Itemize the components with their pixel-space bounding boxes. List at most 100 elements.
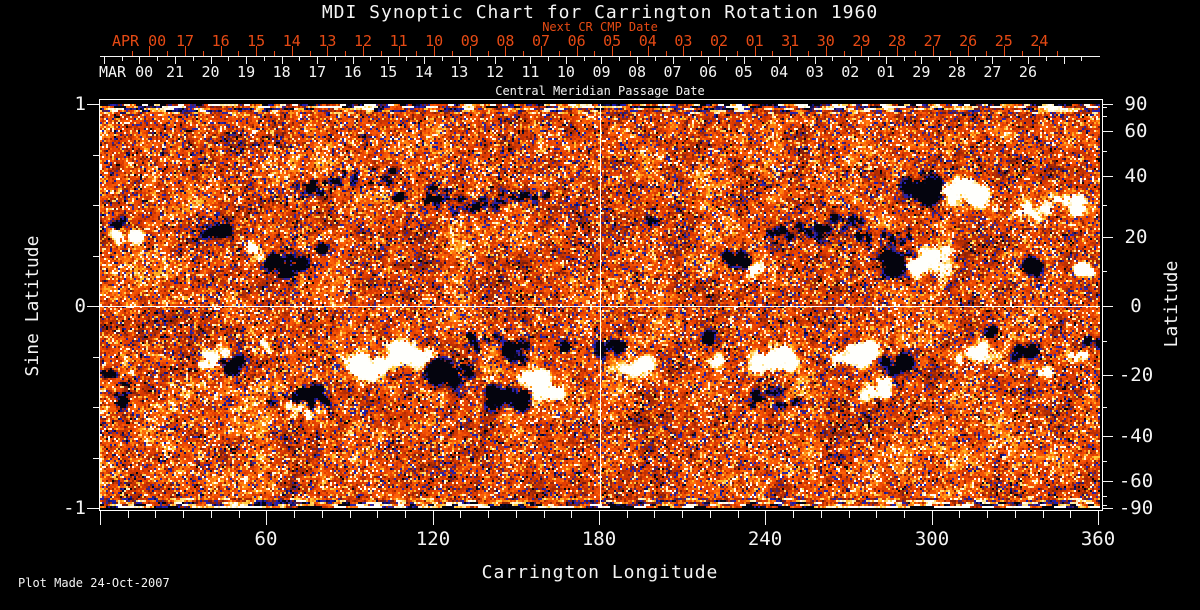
cmp-day-label: 10 (556, 63, 575, 81)
cmp-tick (796, 57, 798, 61)
next-cr-day-label: 06 (567, 32, 586, 50)
latitude-tick-label: 40 (1124, 165, 1148, 187)
next-cr-tick (149, 46, 151, 56)
latitude-tick (1102, 375, 1113, 376)
longitude-tick-label: 120 (415, 528, 451, 550)
sine-latitude-tick (93, 407, 99, 408)
cmp-tick (121, 57, 123, 61)
latitude-tick (1102, 461, 1107, 462)
cmp-tick (992, 57, 994, 64)
cmp-day-label: 21 (165, 63, 185, 81)
next-cr-tick (861, 46, 863, 56)
next-cr-day-label: 16 (211, 32, 230, 50)
latitude-tick (1102, 205, 1107, 206)
cmp-tick (1027, 57, 1029, 64)
latitude-tick (1102, 104, 1113, 105)
next-cr-tick (754, 46, 756, 56)
longitude-tick-label: 240 (747, 528, 783, 550)
longitude-tick (1098, 511, 1099, 525)
cmp-day-label: 03 (805, 63, 824, 81)
longitude-tick (627, 511, 628, 518)
next-cr-day-label: 03 (674, 32, 693, 50)
next-cr-day-label: 29 (852, 32, 871, 50)
cmp-day-label: 29 (912, 63, 931, 81)
next-cr-axis-title: Next CR CMP Date (542, 20, 658, 34)
latitude-tick (1102, 271, 1107, 272)
longitude-tick (516, 511, 517, 518)
next-cr-tick (291, 46, 293, 56)
latitude-tick (1102, 436, 1113, 437)
longitude-tick (571, 511, 572, 518)
next-cr-tick (131, 51, 133, 56)
next-cr-tick (505, 46, 507, 56)
sine-latitude-tick (87, 104, 99, 105)
next-cr-tick (541, 46, 542, 56)
cmp-day-label: 02 (841, 63, 860, 81)
longitude-tick (294, 511, 295, 518)
next-cr-day-label: 13 (318, 32, 337, 50)
cmp-day-label: 19 (237, 63, 256, 81)
next-cr-tick (274, 51, 275, 56)
magnetogram-image (100, 104, 1100, 508)
cmp-day-label: 06 (699, 63, 718, 81)
cmp-tick (459, 57, 461, 64)
next-cr-tick (256, 46, 258, 56)
next-cr-tick (665, 51, 667, 56)
longitude-tick (1070, 511, 1071, 518)
cmp-tick (583, 57, 585, 61)
cmp-tick (370, 57, 372, 61)
sine-latitude-axis-title: Sine Latitude (22, 235, 43, 377)
longitude-tick (405, 511, 406, 518)
next-cr-tick (914, 51, 916, 56)
cmp-tick (494, 57, 496, 64)
next-cr-day-label: 01 (745, 32, 764, 50)
longitude-tick-label: 360 (1080, 528, 1116, 550)
cmp-tick (548, 57, 550, 61)
cmp-tick (921, 57, 923, 64)
cmp-tick (654, 57, 656, 61)
longitude-tick (183, 511, 184, 518)
longitude-tick (738, 511, 739, 518)
longitude-tick (849, 511, 850, 518)
longitude-tick (1043, 511, 1044, 518)
cmp-tick (974, 57, 976, 61)
next-cr-tick (576, 46, 578, 56)
longitude-tick (904, 511, 905, 518)
latitude-tick-label: 20 (1124, 226, 1148, 248)
sine-latitude-tick (87, 508, 99, 509)
cmp-axis-title: Central Meridian Passage Date (495, 84, 705, 98)
cmp-day-label: 13 (450, 63, 469, 81)
latitude-tick-label: 0 (1130, 295, 1142, 317)
cmp-tick (103, 57, 105, 64)
cmp-tick (388, 57, 390, 64)
latitude-tick (1102, 341, 1107, 342)
next-cr-tick (825, 46, 827, 56)
cmp-day-label: 28 (947, 63, 966, 81)
longitude-tick (544, 511, 545, 518)
next-cr-tick (932, 46, 934, 56)
cmp-day-label: 08 (627, 63, 647, 81)
longitude-tick-label: 180 (581, 528, 617, 550)
sine-latitude-tick (93, 256, 99, 257)
latitude-tick-label: 60 (1124, 120, 1148, 142)
next-cr-tick (719, 46, 720, 56)
next-cr-day-label: 25 (994, 32, 1013, 50)
longitude-tick (155, 511, 156, 518)
cmp-tick (317, 57, 319, 64)
cmp-day-label: 12 (485, 63, 504, 81)
next-cr-tick (986, 51, 987, 56)
longitude-tick-label: 300 (914, 528, 950, 550)
cmp-tick (903, 57, 905, 61)
cmp-tick (157, 57, 159, 61)
latitude-tick-label: -20 (1118, 364, 1154, 386)
next-cr-tick (736, 51, 738, 56)
cmp-tick (352, 57, 354, 64)
latitude-tick-label: -60 (1118, 470, 1154, 492)
longitude-tick (599, 511, 600, 525)
next-cr-tick (683, 46, 685, 56)
next-cr-tick (398, 46, 400, 56)
longitude-tick (793, 511, 794, 518)
longitude-tick (765, 511, 766, 525)
cmp-tick (263, 57, 265, 61)
